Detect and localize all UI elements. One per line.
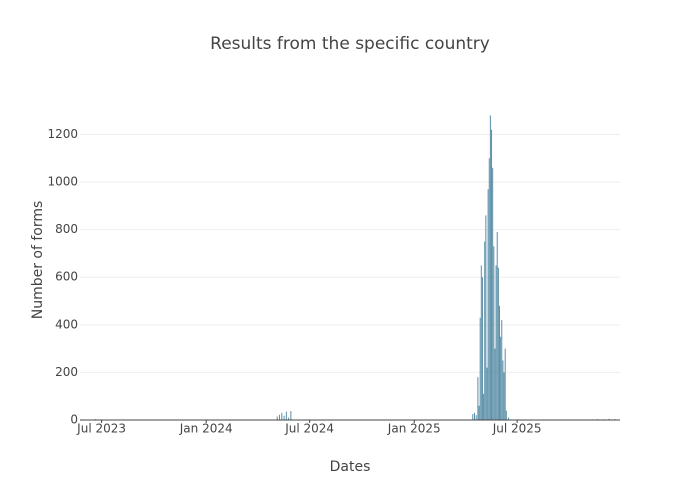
bar [486, 367, 488, 420]
bar [489, 115, 491, 420]
bar [504, 348, 506, 420]
x-tick-label: Jan 2025 [387, 422, 441, 436]
chart-title: Results from the specific country [210, 34, 490, 54]
y-tick-label: 600 [55, 270, 78, 284]
y-tick-label: 1000 [47, 175, 78, 189]
x-tick-label: Jul 2023 [76, 422, 126, 436]
bar [483, 393, 485, 420]
bar [484, 241, 486, 420]
bar [500, 336, 502, 420]
bar [497, 267, 499, 420]
bar [485, 215, 487, 420]
bar [503, 372, 505, 420]
bar [285, 411, 287, 420]
bar [276, 416, 278, 420]
x-tick-label: Jul 2024 [284, 422, 334, 436]
bar [488, 158, 490, 420]
y-tick-label: 400 [55, 317, 78, 331]
bar [283, 415, 285, 420]
bar [508, 417, 510, 420]
y-tick-label: 1200 [47, 127, 78, 141]
bar [473, 412, 475, 420]
bar [491, 129, 493, 420]
bar [472, 414, 474, 420]
y-tick-label: 0 [70, 413, 78, 427]
bar [492, 167, 494, 420]
bar [496, 232, 498, 420]
bar [493, 246, 495, 420]
bar [288, 417, 290, 420]
y-tick-label: 800 [55, 222, 78, 236]
bar [290, 410, 292, 420]
bar [501, 320, 503, 420]
bar [480, 265, 482, 420]
bar [475, 415, 477, 420]
y-axis-label: Number of forms [30, 201, 46, 320]
bar [481, 277, 483, 420]
x-axis-label: Dates [330, 459, 371, 475]
bar [502, 360, 504, 420]
bar [478, 405, 480, 420]
bar [495, 265, 497, 420]
bar [281, 412, 283, 420]
bar [477, 377, 479, 420]
bar [608, 418, 610, 420]
bar [279, 414, 281, 420]
bar [494, 348, 496, 420]
bar [498, 305, 500, 420]
bar [479, 317, 481, 420]
y-tick-label: 200 [55, 365, 78, 379]
x-tick-label: Jan 2024 [179, 422, 233, 436]
x-tick-label: Jul 2025 [492, 422, 542, 436]
bar [505, 410, 507, 420]
bar [487, 189, 489, 420]
